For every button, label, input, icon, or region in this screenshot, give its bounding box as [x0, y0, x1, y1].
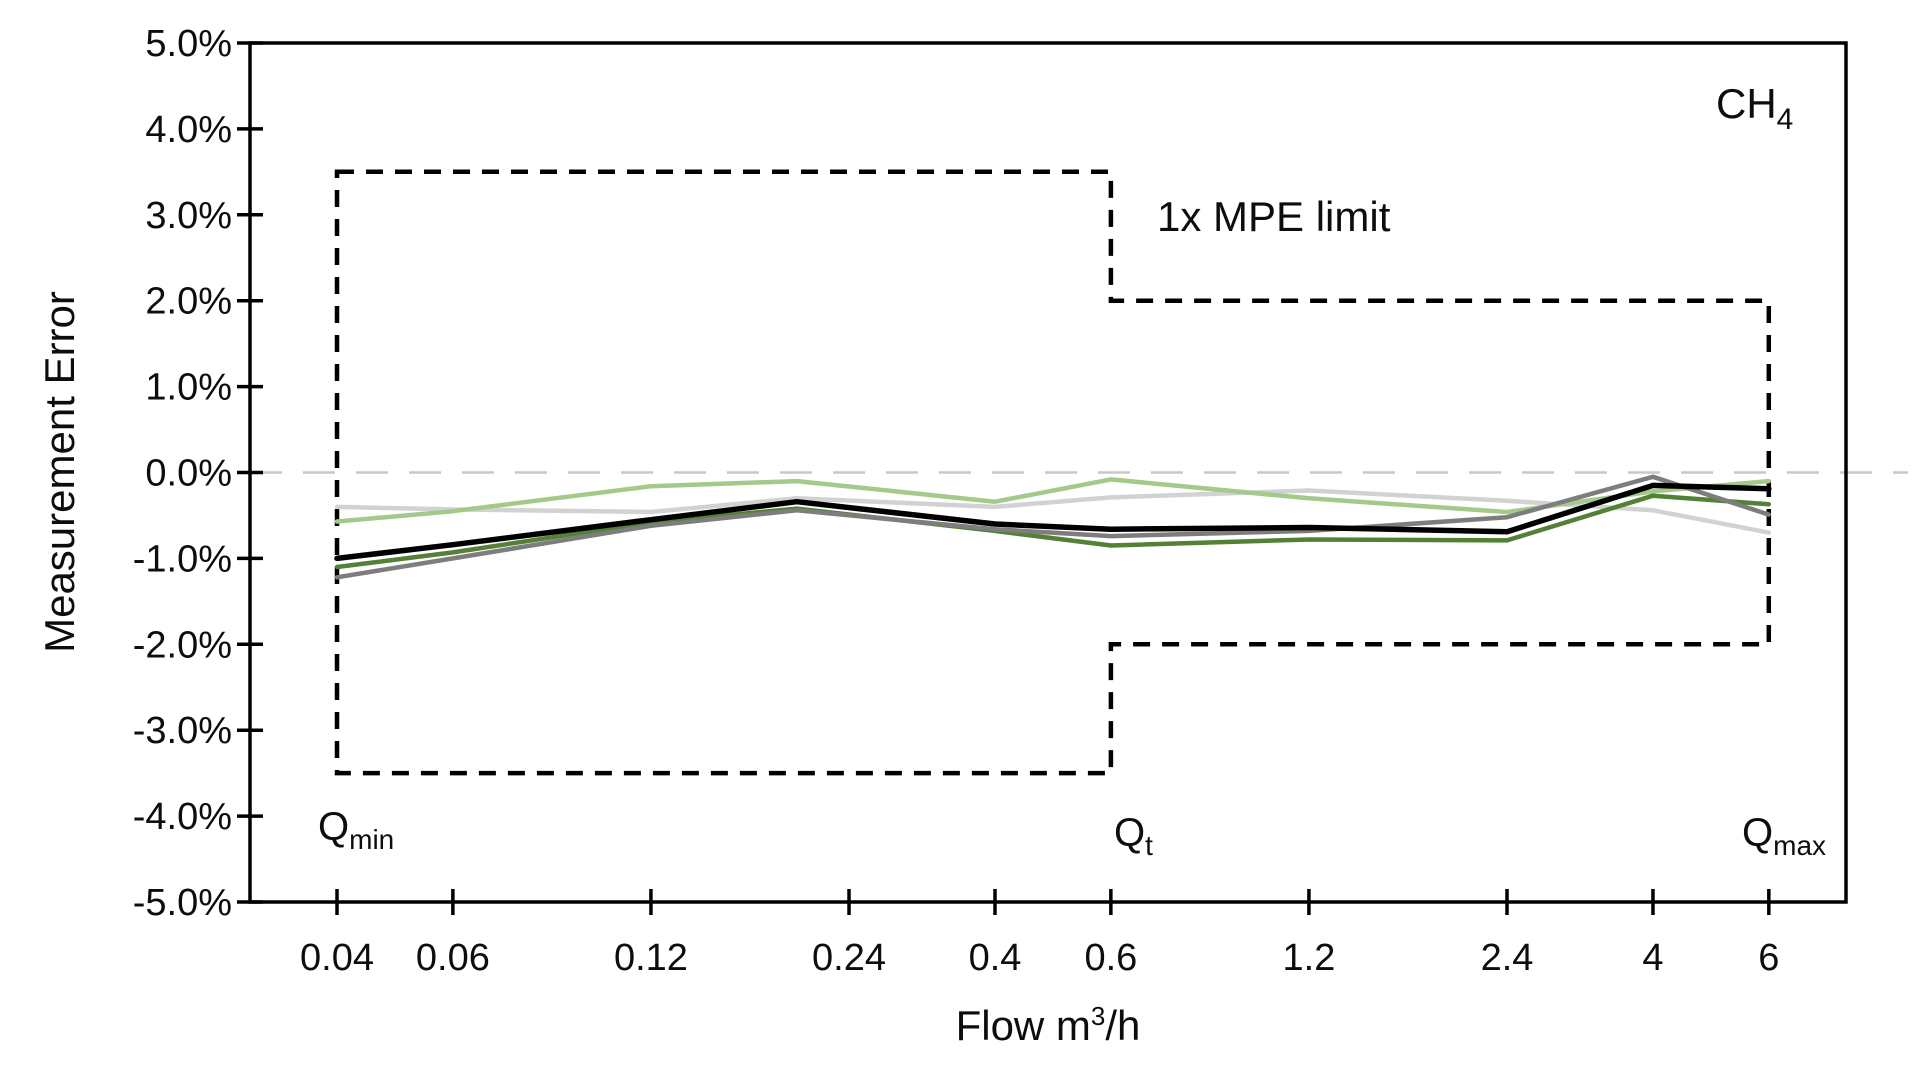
qmin-label-sub: min — [349, 824, 394, 855]
mpe-limit-label: 1x MPE limit — [1157, 193, 1391, 240]
x-axis-tick-label: 0.4 — [969, 937, 1022, 979]
x-axis-title-sup: 3 — [1091, 1001, 1105, 1031]
x-axis-tick-label: 0.12 — [614, 937, 688, 979]
x-axis-title-pre: Flow m — [956, 1002, 1091, 1049]
gas-label: CH4 — [1716, 80, 1793, 136]
x-axis-tick-label: 0.04 — [300, 937, 374, 979]
mpe-limit-boundary — [334, 169, 1772, 776]
y-axis-tick-label: -5.0% — [133, 882, 232, 924]
y-axis-tick-label: -1.0% — [133, 538, 232, 580]
y-axis-tick-label: 2.0% — [145, 281, 232, 323]
x-axis-tick-label: 0.24 — [812, 937, 886, 979]
qmin-label: Qmin — [318, 805, 394, 855]
qmax-label: Qmax — [1742, 811, 1826, 861]
x-axis-title: Flow m3/h — [956, 1001, 1141, 1049]
gas-label-main: CH — [1716, 80, 1777, 127]
y-axis-tick-label: 4.0% — [145, 109, 232, 151]
qt-label: Qt — [1114, 811, 1153, 861]
gas-label-sub: 4 — [1777, 103, 1794, 136]
x-axis-tick-label: 6 — [1758, 937, 1779, 979]
series-line-light-green — [334, 477, 1772, 524]
series-line-black — [334, 482, 1772, 562]
qt-label-sub: t — [1145, 830, 1153, 861]
y-axis-tick-label: -4.0% — [133, 796, 232, 838]
qmax-label-main: Q — [1742, 811, 1773, 855]
mpe-limit-label-text: 1x MPE limit — [1157, 193, 1391, 240]
y-axis-title: Measurement Error — [36, 291, 83, 653]
y-axis-tick-label: 1.0% — [145, 367, 232, 409]
series-line-dark-green — [334, 493, 1772, 570]
x-axis-tick-label: 1.2 — [1283, 937, 1336, 979]
qt-label-main: Q — [1114, 811, 1145, 855]
chart-generated-layer: 5.0% 4.0% 3.0% 2.0% 1.0% 0.0% -1.0% -2.0% -3.0% -… — [133, 23, 1908, 979]
y-axis-tick-label: 0.0% — [145, 453, 232, 495]
series-line-gray — [334, 474, 1772, 580]
y-axis-title-text: Measurement Error — [36, 291, 83, 653]
series-line-light-gray — [334, 488, 1772, 535]
x-axis-tick-label: 2.4 — [1481, 937, 1534, 979]
x-axis-tick-label: 4 — [1642, 937, 1663, 979]
qmax-label-sub: max — [1773, 830, 1826, 861]
x-axis-tick-label: 0.6 — [1084, 937, 1137, 979]
y-axis-tick-label: -3.0% — [133, 710, 232, 752]
x-axis-title-post: /h — [1105, 1002, 1140, 1049]
x-axis-tick-label: 0.06 — [416, 937, 490, 979]
y-axis-tick-label: 3.0% — [145, 195, 232, 237]
y-axis-tick-label: -2.0% — [133, 624, 232, 666]
y-axis-tick-label: 5.0% — [145, 23, 232, 65]
qmin-label-main: Q — [318, 805, 349, 849]
